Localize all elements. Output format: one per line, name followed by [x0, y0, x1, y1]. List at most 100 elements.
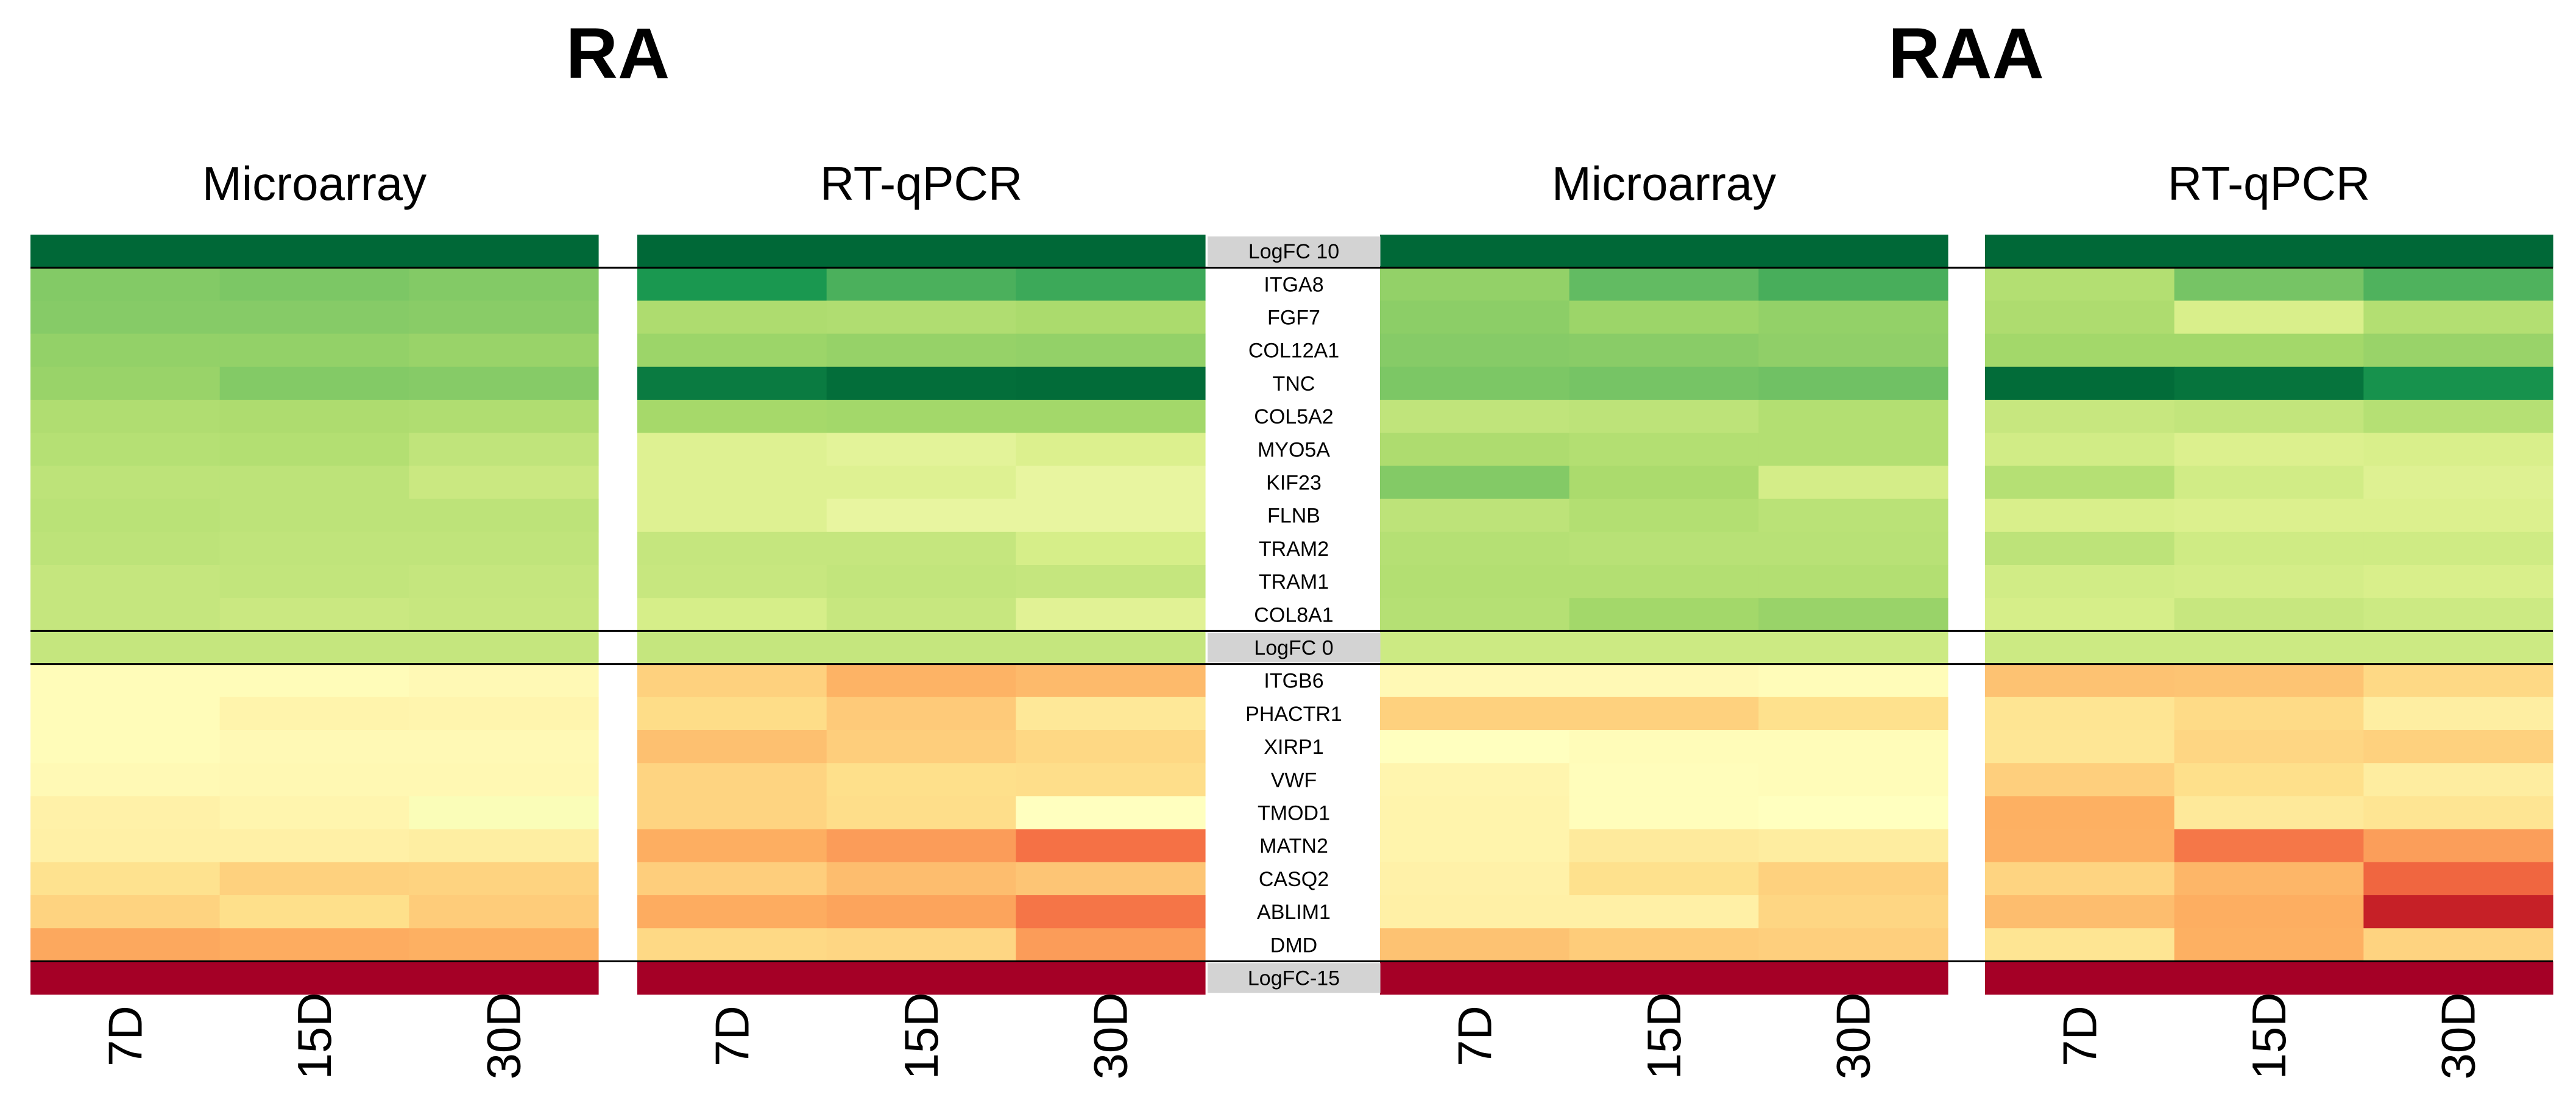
- heatmap-cell: [1985, 862, 2175, 896]
- scale-marker-box: [1208, 963, 1381, 993]
- heatmap-cell: [2363, 796, 2553, 830]
- heatmap-cell: [1758, 697, 1948, 731]
- heatmap-cell: [1569, 433, 1759, 466]
- heatmap-cell: [409, 697, 599, 731]
- heatmap-cell: [2363, 862, 2553, 896]
- heatmap-cell: [637, 598, 827, 631]
- labels: LogFC 10 LogFC 0 LogFC-15 ITGA8 FGF7 COL12A1 T…: [98, 13, 2485, 1080]
- heatmap-cell: [409, 928, 599, 962]
- heatmap-cell: [30, 333, 221, 367]
- gene-label: XIRP1: [1264, 736, 1323, 759]
- heatmap-cell: [1985, 366, 2175, 400]
- heatmap-cell: [637, 796, 827, 830]
- heatmap-cell: [219, 333, 409, 367]
- heatmap-cell: [1985, 730, 2175, 764]
- heatmap-cell: [2363, 466, 2553, 500]
- heatmap-cell: [219, 862, 409, 896]
- heatmap-cell: [2174, 928, 2364, 962]
- heatmap-cell: [1758, 268, 1948, 301]
- gene-label: TRAM2: [1259, 537, 1329, 561]
- gene-label: ABLIM1: [1257, 901, 1331, 924]
- heatmap-cell: [1016, 763, 1206, 796]
- heatmap-cell: [409, 862, 599, 896]
- heatmap-cell: [1985, 268, 2175, 301]
- heatmap-cell: [2363, 268, 2553, 301]
- heatmap-cell: [826, 300, 1016, 335]
- heatmap-cell: [30, 862, 221, 896]
- heatmap-cell: [409, 730, 599, 764]
- scale-band-max: [30, 235, 599, 268]
- heatmap-cell: [1380, 928, 1570, 962]
- heatmap-cell: [826, 763, 1016, 796]
- heatmap-cell: [219, 565, 409, 598]
- heatmap-cell: [30, 829, 221, 863]
- x-tick-label: 7D: [98, 1006, 152, 1066]
- group-title: RAA: [1888, 13, 2044, 94]
- heatmap-cell: [2363, 433, 2553, 466]
- heatmap-cell: [637, 498, 827, 533]
- heatmap-cell: [637, 829, 827, 863]
- heatmap-cell: [2363, 400, 2553, 433]
- heatmap-cell: [219, 433, 409, 466]
- gene-label: COL5A2: [1254, 405, 1333, 428]
- heatmap-cell: [30, 796, 221, 830]
- heatmap-cell: [1758, 300, 1948, 335]
- gene-label: TNC: [1273, 372, 1315, 396]
- heatmap-cell: [1016, 565, 1206, 598]
- scale-markers: [1208, 236, 1381, 993]
- heatmap-cell: [30, 928, 221, 962]
- x-tick-label: 15D: [894, 992, 948, 1079]
- heatmap-cell: [2174, 531, 2364, 566]
- panel-subtitle: RT-qPCR: [2168, 157, 2370, 210]
- heatmap-cell: [826, 565, 1016, 598]
- heatmap-cell: [1758, 498, 1948, 533]
- heatmap-cell: [1985, 829, 2175, 863]
- heatmap-cell: [1016, 796, 1206, 830]
- heatmap-cell: [1380, 796, 1570, 830]
- heatmap-cell: [2363, 928, 2553, 962]
- x-tick-label: 30D: [1084, 992, 1138, 1079]
- heatmap-cell: [1569, 531, 1759, 566]
- heatmap-cell: [2174, 565, 2364, 598]
- gene-label: CASQ2: [1259, 868, 1329, 891]
- heatmap-cell: [1380, 862, 1570, 896]
- heatmap-cell: [1380, 829, 1570, 863]
- heatmap-cell: [1758, 531, 1948, 566]
- heatmap-cell: [637, 862, 827, 896]
- heatmap-cell: [826, 796, 1016, 830]
- heatmap-cell: [30, 466, 221, 500]
- heatmap-cell: [1758, 598, 1948, 631]
- heatmap-cell: [1380, 300, 1570, 335]
- heatmap-cell: [1569, 366, 1759, 400]
- heatmap-cell: [219, 466, 409, 500]
- gene-label: KIF23: [1266, 472, 1322, 495]
- heatmap-cell: [637, 664, 827, 698]
- heatmap-cell: [1016, 697, 1206, 731]
- heatmap-cell: [219, 796, 409, 830]
- heatmap-cell: [219, 763, 409, 796]
- heatmap-cell: [1380, 697, 1570, 731]
- heatmap-cell: [826, 895, 1016, 929]
- heatmap-cell: [1380, 498, 1570, 533]
- heatmap-cell: [1016, 598, 1206, 631]
- heatmap-cell: [1016, 466, 1206, 500]
- heatmap-cell: [1758, 796, 1948, 830]
- heatmap-cell: [1380, 366, 1570, 400]
- heatmap-cell: [1569, 400, 1759, 433]
- scale-marker-label: LogFC 0: [1254, 637, 1333, 660]
- heatmap-cell: [409, 598, 599, 631]
- heatmap-cell: [219, 664, 409, 698]
- heatmap-cell: [1380, 268, 1570, 301]
- heatmap-cell: [219, 531, 409, 566]
- heatmap-cell: [219, 928, 409, 962]
- heatmap-cell: [30, 400, 221, 433]
- heatmap-cell: [637, 466, 827, 500]
- group-title: RA: [566, 13, 670, 94]
- heatmap-cell: [1016, 333, 1206, 367]
- heatmap-cell: [219, 730, 409, 764]
- heatmap-cell: [219, 400, 409, 433]
- heatmap-cell: [637, 333, 827, 367]
- heatmap-cell: [826, 664, 1016, 698]
- heatmap-cell: [2174, 300, 2364, 335]
- x-tick-label: 15D: [288, 992, 341, 1079]
